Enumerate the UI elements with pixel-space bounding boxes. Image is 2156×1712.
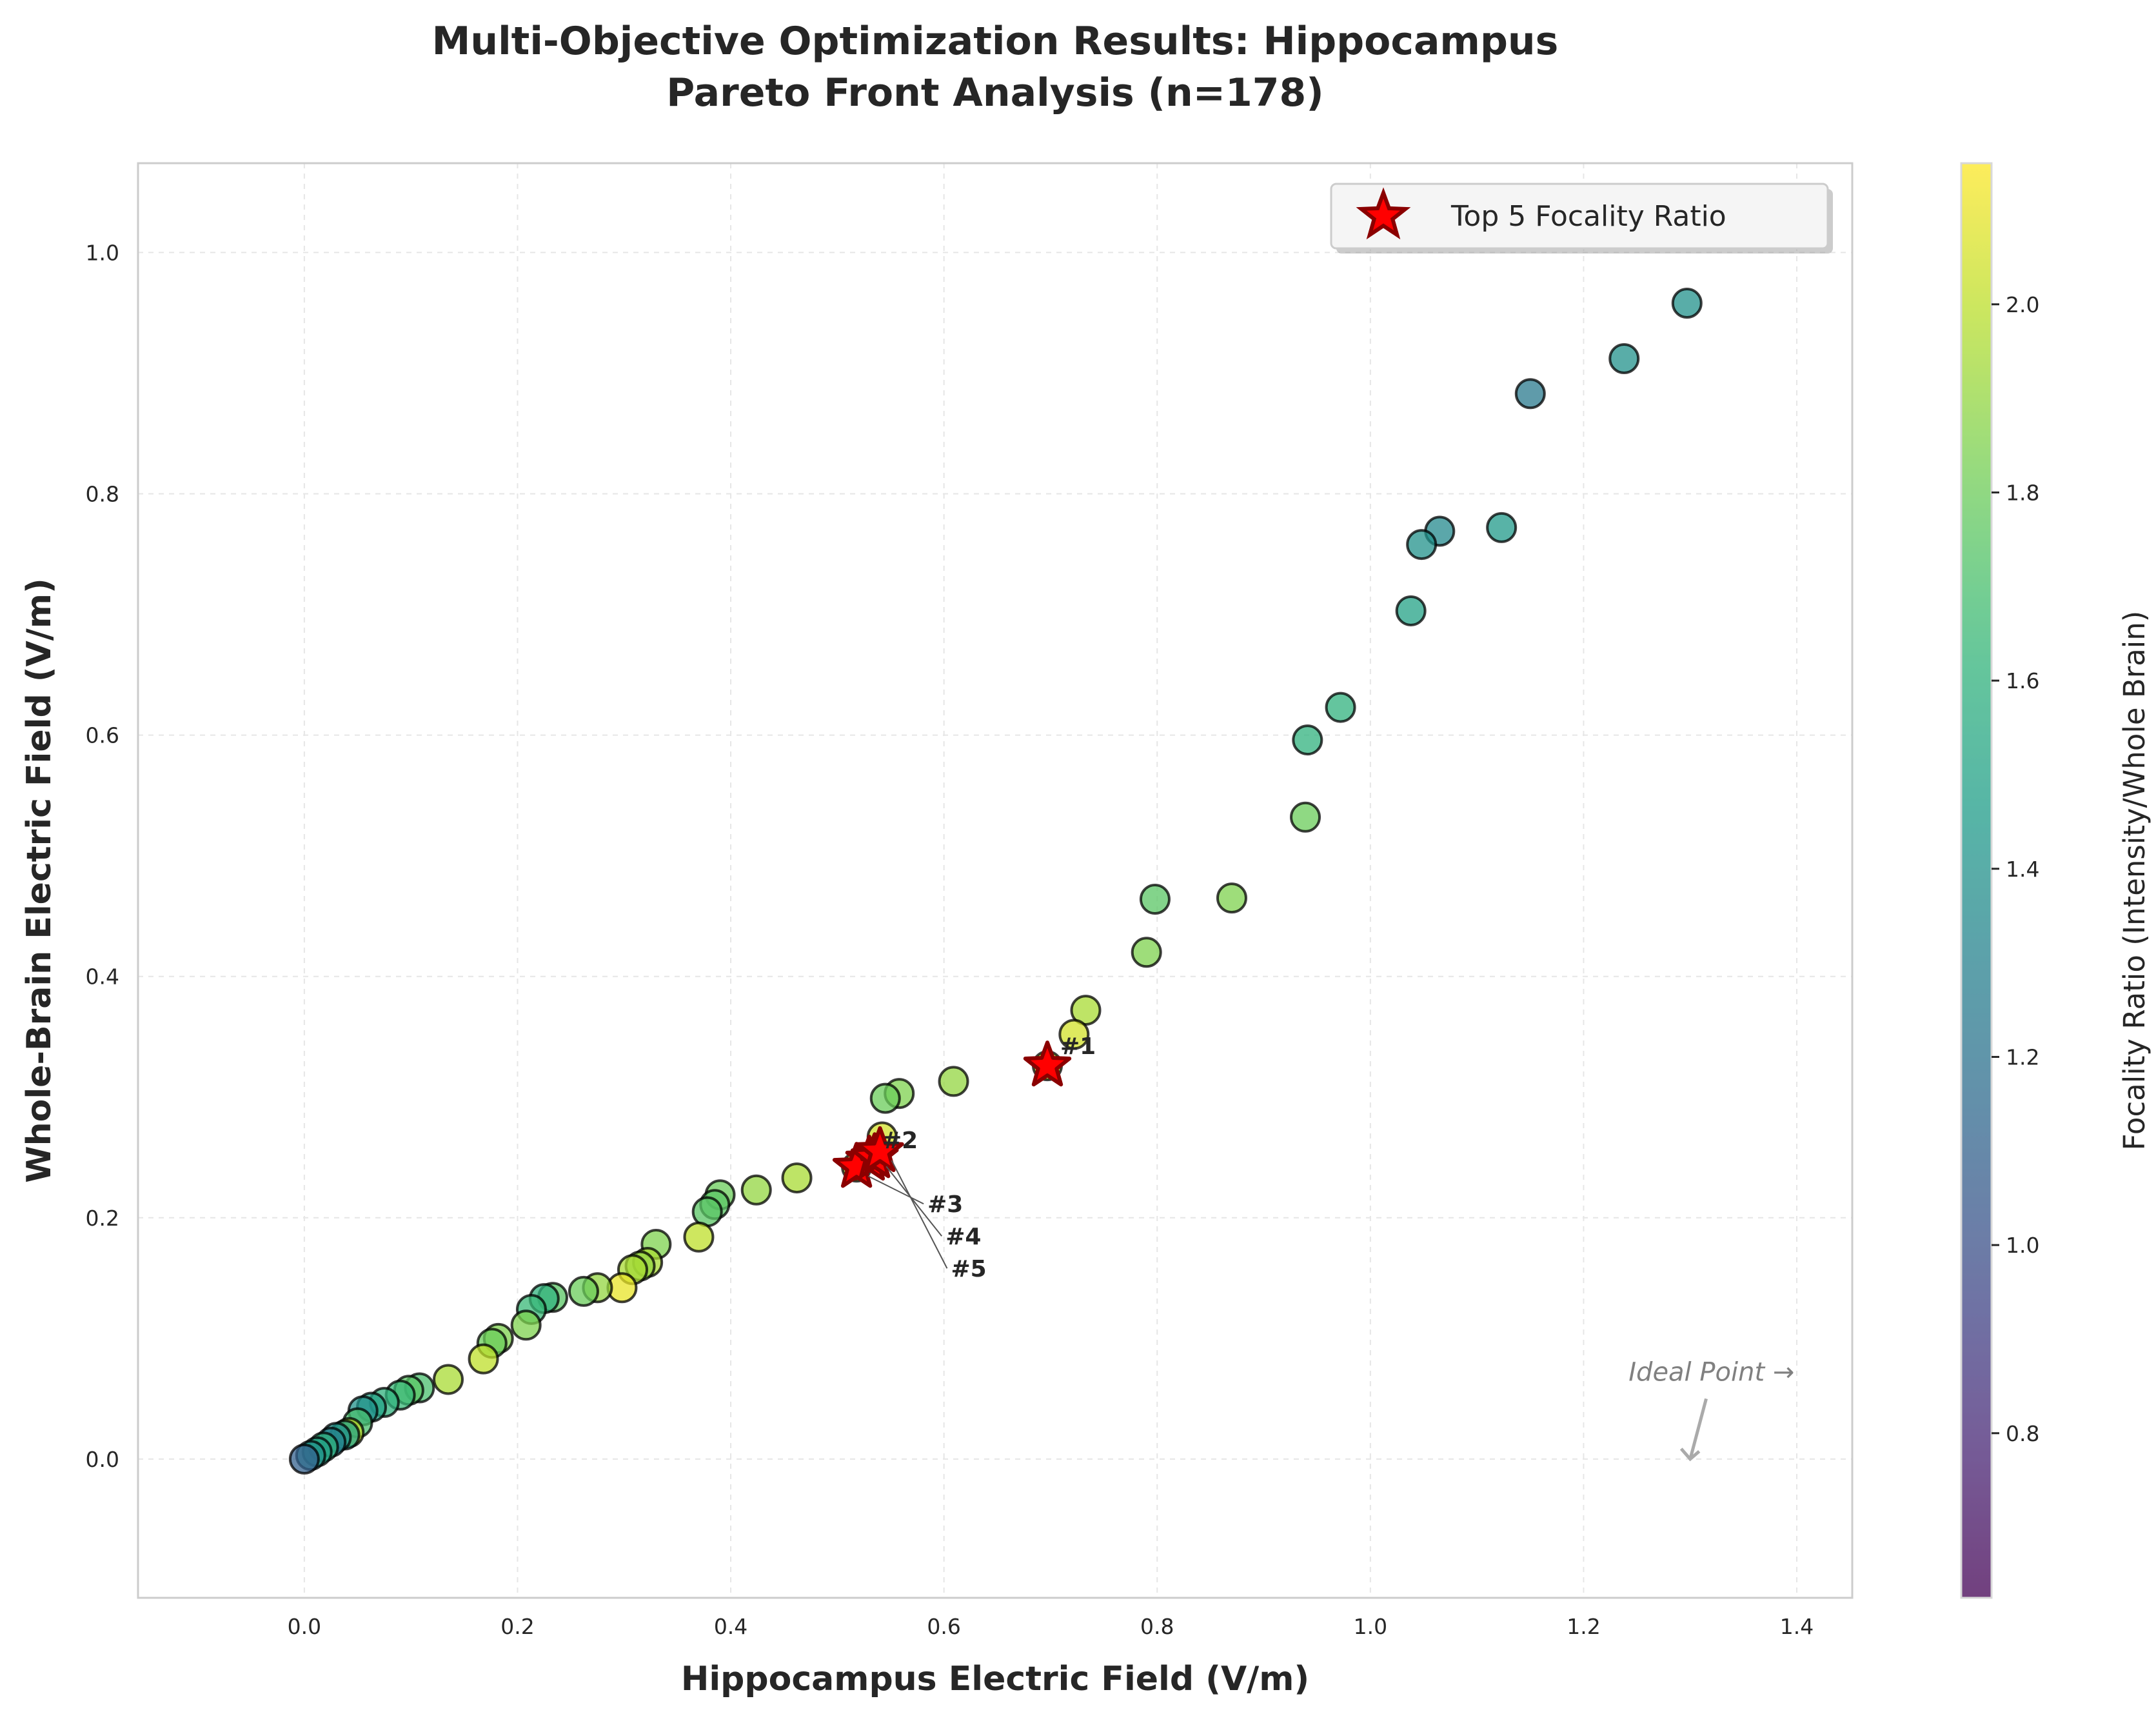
colorbar	[1960, 162, 1993, 1599]
data-point	[938, 1066, 969, 1097]
data-point	[1290, 801, 1321, 833]
data-point	[1216, 882, 1247, 914]
y-tick-label: 0.8	[86, 482, 119, 507]
colorbar-ticks: 0.8 1.0 1.2 1.4 1.6 1.8 2.0	[1992, 292, 2039, 1446]
colorbar-tick-label: 2.0	[2006, 292, 2039, 317]
top5-label: #1	[1060, 1033, 1096, 1060]
top5-labels: #1 #2 #3 #4 #5	[867, 1033, 1096, 1282]
x-tick-label: 1.4	[1780, 1614, 1814, 1639]
data-point	[1406, 529, 1438, 561]
colorbar-tick-label: 1.0	[2006, 1233, 2039, 1258]
ideal-point-annotation: Ideal Point →	[1628, 1357, 1794, 1462]
data-point	[288, 1443, 320, 1475]
y-tick-label: 1.0	[86, 240, 119, 265]
top5-label-leader	[867, 1175, 924, 1205]
colorbar-label: Focality Ratio (Intensity/Whole Brain)	[2117, 611, 2151, 1151]
ideal-point-arrow	[1688, 1398, 1708, 1460]
grid	[138, 163, 1852, 1598]
data-point	[510, 1309, 542, 1341]
x-tick-label: 0.8	[1140, 1614, 1174, 1639]
data-point	[1671, 287, 1703, 319]
data-point	[740, 1174, 772, 1206]
data-point	[1608, 343, 1640, 375]
colorbar-tick-label: 1.8	[2006, 480, 2039, 505]
data-point	[683, 1221, 715, 1253]
y-tick-label: 0.6	[86, 723, 119, 748]
plot-frame	[137, 162, 1854, 1599]
x-tick-label: 0.6	[927, 1614, 960, 1639]
colorbar-tick-label: 1.6	[2006, 668, 2039, 693]
data-point	[1325, 692, 1356, 723]
data-point	[433, 1364, 464, 1395]
legend-entry: Top 5 Focality Ratio	[1450, 200, 1726, 233]
top5-label-leader	[885, 1166, 942, 1237]
top5-label: #2	[882, 1128, 918, 1154]
legend-star-icon	[1356, 187, 1411, 240]
top5-label: #5	[951, 1256, 986, 1282]
chart-title-line1: Multi-Objective Optimization Results: Hi…	[432, 19, 1559, 64]
x-axis-label: Hippocampus Electric Field (V/m)	[681, 1660, 1309, 1698]
arrow-head-icon	[1679, 1448, 1701, 1462]
top5-star-marker	[856, 1126, 904, 1172]
x-tick-label: 0.2	[500, 1614, 534, 1639]
y-axis-label: Whole-Brain Electric Field (V/m)	[20, 578, 59, 1183]
ideal-point-text: Ideal Point →	[1628, 1357, 1794, 1387]
data-point	[1139, 883, 1171, 915]
data-point	[1514, 378, 1546, 410]
data-point	[568, 1275, 599, 1307]
chart-title-line2: Pareto Front Analysis (n=178)	[666, 70, 1323, 115]
data-point	[1486, 512, 1518, 543]
colorbar-tick-label: 0.8	[2006, 1421, 2039, 1446]
top5-label: #4	[945, 1224, 981, 1250]
colorbar-tick-label: 1.2	[2006, 1044, 2039, 1070]
x-tick-label: 0.0	[288, 1614, 321, 1639]
data-point	[1131, 937, 1162, 968]
legend: Top 5 Focality Ratio	[1330, 183, 1833, 254]
colorbar-tick-label: 1.4	[2006, 857, 2039, 882]
data-point	[781, 1162, 813, 1194]
data-point	[1058, 1019, 1090, 1050]
x-tick-label: 0.4	[714, 1614, 747, 1639]
top5-label-leader	[891, 1160, 948, 1269]
x-ticks: 0.0 0.2 0.4 0.6 0.8 1.0 1.2 1.4	[288, 1614, 1814, 1639]
data-point	[1395, 595, 1427, 626]
top5-star-marker	[1023, 1040, 1072, 1087]
data-point	[869, 1082, 901, 1114]
y-ticks: 0.0 0.2 0.4 0.6 0.8 1.0	[86, 240, 119, 1471]
legend-box	[1330, 183, 1829, 250]
y-tick-label: 0.4	[86, 964, 119, 990]
x-tick-label: 1.0	[1354, 1614, 1387, 1639]
top5-label: #3	[927, 1191, 963, 1218]
points	[288, 287, 1703, 1475]
data-point	[1292, 724, 1323, 756]
y-tick-label: 0.2	[86, 1206, 119, 1231]
y-tick-label: 0.0	[86, 1447, 119, 1472]
data-point	[468, 1343, 499, 1375]
top5-stars	[832, 1040, 1072, 1188]
x-tick-label: 1.2	[1567, 1614, 1600, 1639]
